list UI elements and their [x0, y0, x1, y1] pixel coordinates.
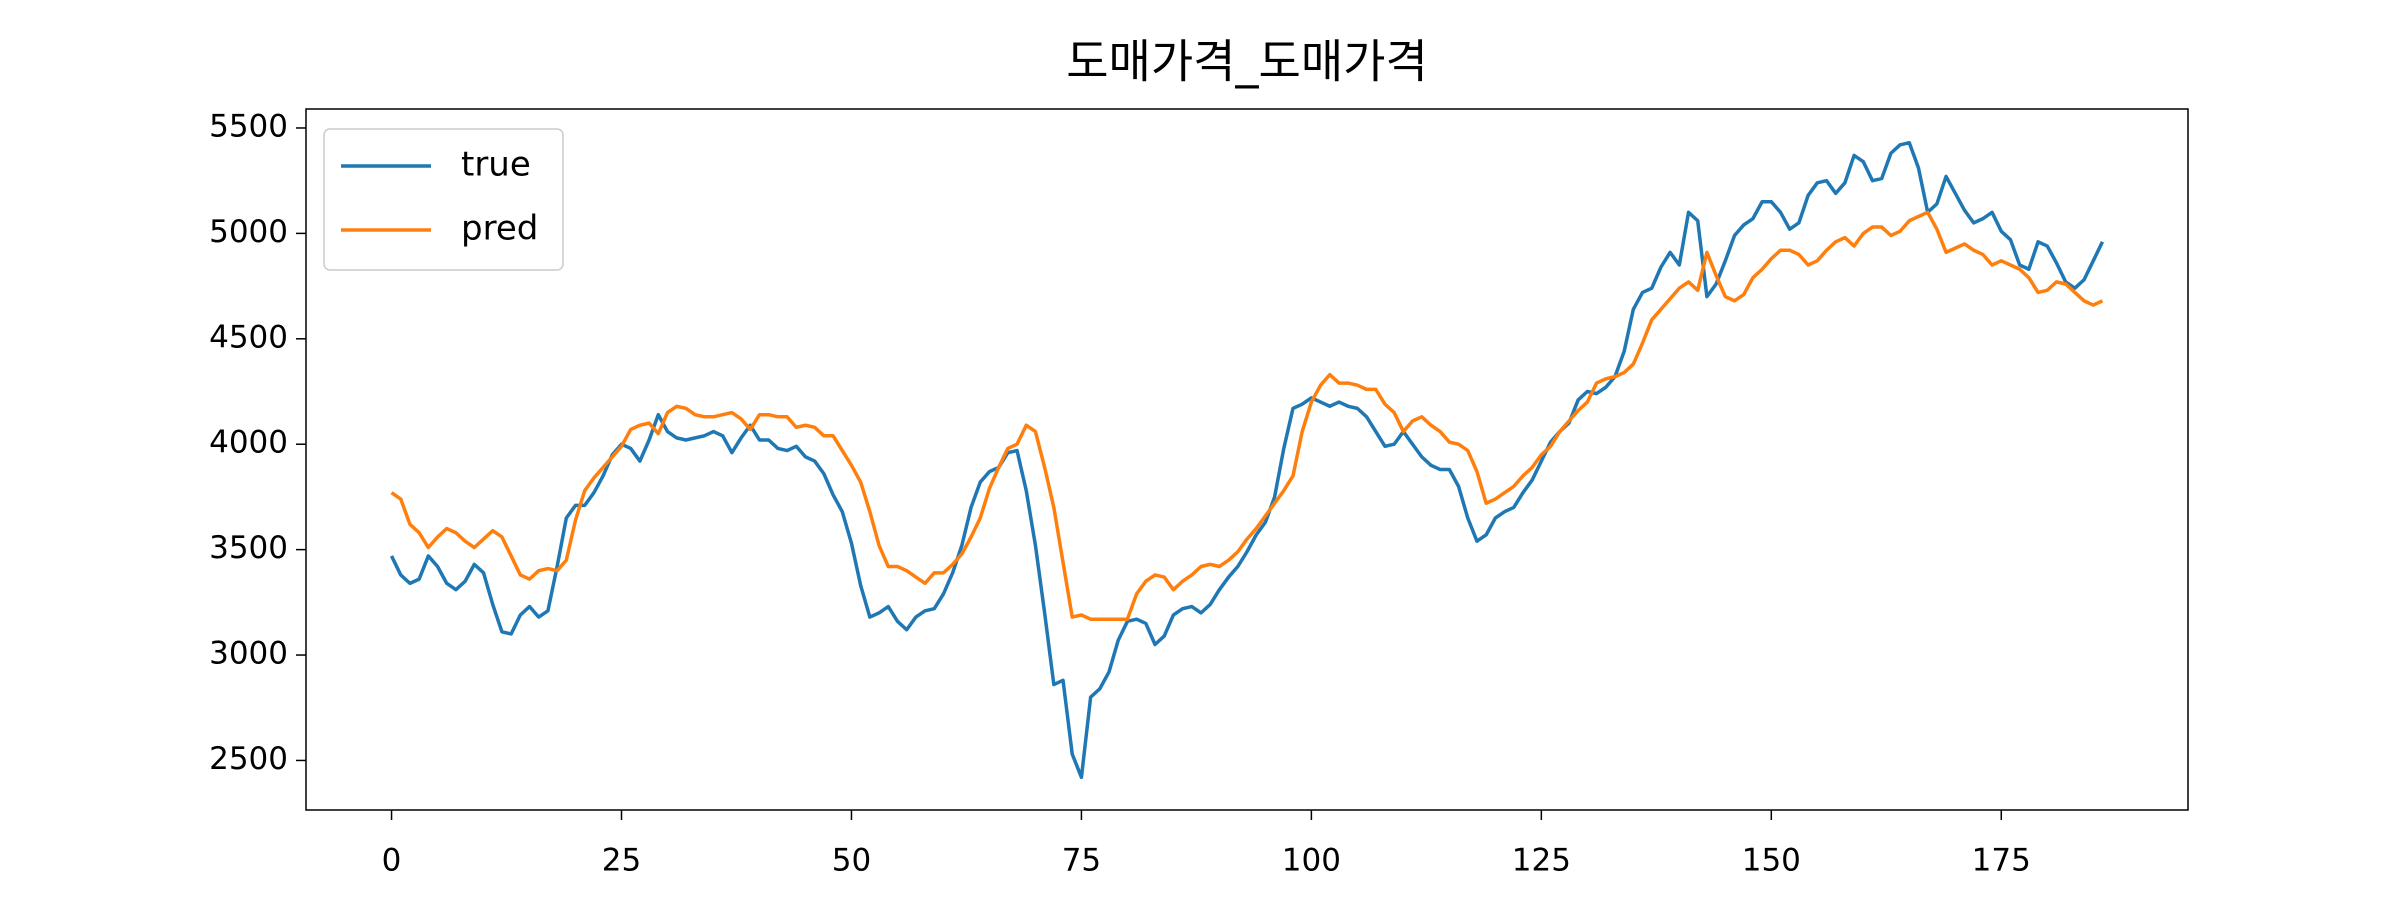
x-tick-label: 175: [1972, 843, 2031, 879]
x-tick-label: 150: [1742, 843, 1801, 879]
plot-frame: [305, 108, 2189, 811]
x-tick-label: 100: [1282, 843, 1341, 879]
line-series: [390, 210, 2104, 621]
y-tick-label: 3500: [209, 530, 288, 566]
chart-title: 도매가격_도매가격: [1066, 35, 1428, 89]
line-series: [389, 140, 2105, 780]
y-tick-label: 4500: [209, 319, 288, 355]
x-tick-label: 125: [1512, 843, 1571, 879]
y-tick-label: 5000: [209, 214, 288, 250]
y-tick-label: 2500: [209, 741, 288, 777]
legend-label: pred: [461, 209, 538, 249]
x-tick-label: 75: [1062, 843, 1101, 879]
legend-label: true: [461, 145, 531, 185]
x-tick-label: 25: [602, 843, 641, 879]
y-tick-label: 4000: [209, 425, 288, 461]
x-tick-label: 50: [832, 843, 871, 879]
x-tick-label: 0: [382, 843, 402, 879]
y-tick-label: 3000: [209, 636, 288, 672]
y-tick-label: 5500: [209, 108, 288, 144]
